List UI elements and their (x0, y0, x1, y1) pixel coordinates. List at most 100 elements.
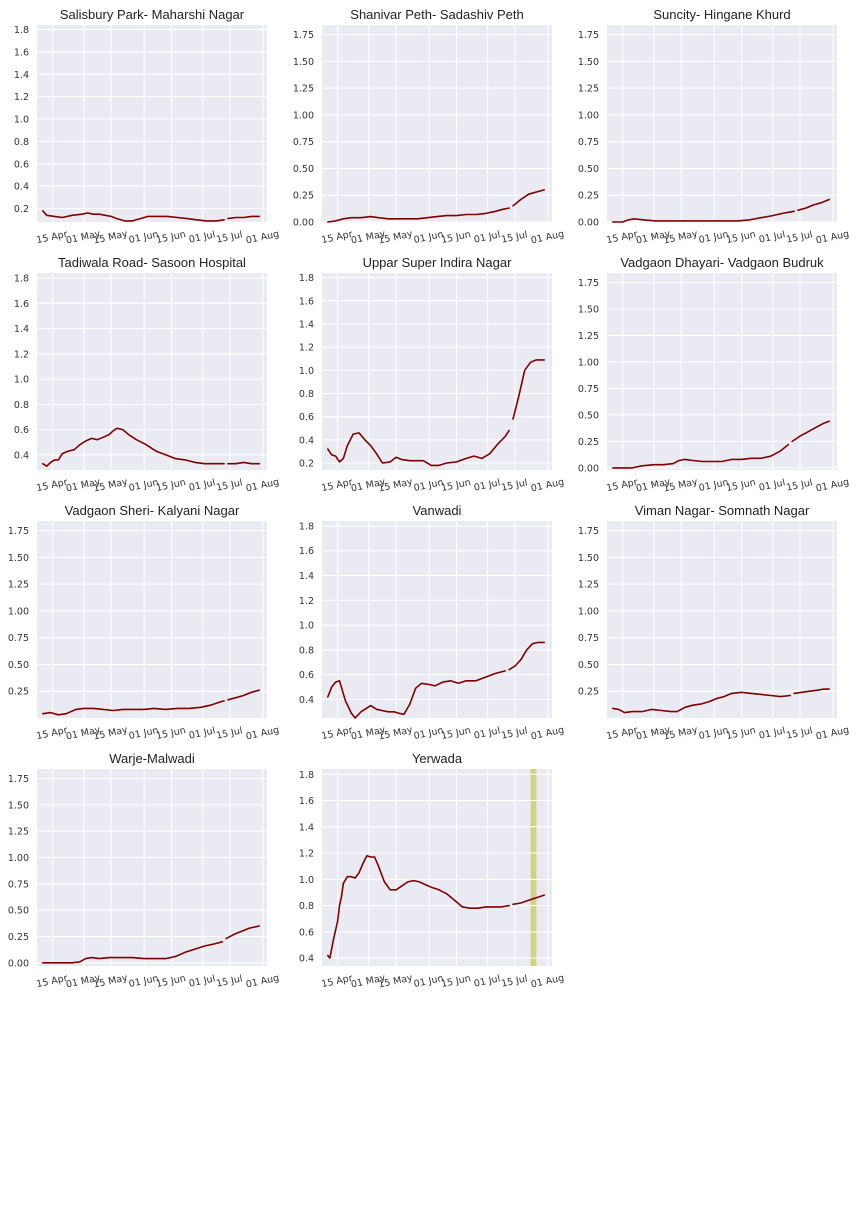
series-line (326, 207, 510, 223)
y-tick-label: 1.2 (299, 343, 314, 354)
plot-area (37, 769, 267, 966)
y-tick-label: 0.2 (14, 204, 29, 215)
x-tick-label: 01 Aug (530, 229, 565, 247)
y-tick-label: 0.25 (293, 191, 314, 202)
x-tick-label: 15 Jun (725, 229, 757, 246)
series-line (512, 359, 546, 420)
y-tick-label: 0.00 (578, 218, 599, 229)
x-tick-label: 15 Jun (155, 973, 187, 990)
y-tick-label: 0.00 (8, 958, 29, 969)
x-tick-label: 15 Jun (155, 229, 187, 246)
series-line (41, 210, 225, 222)
series-line (326, 429, 510, 467)
y-tick-label: 1.00 (293, 110, 314, 121)
y-tick-label: 0.6 (14, 159, 29, 170)
plot-area (37, 25, 267, 222)
panel-title: Suncity- Hingane Khurd (653, 7, 790, 22)
x-tick-label: 01 Aug (245, 229, 280, 247)
y-tick-label: 1.75 (8, 526, 29, 537)
series-line (326, 854, 510, 959)
plot-area (37, 521, 267, 718)
series-line (791, 420, 831, 443)
x-tick-label: 15 Jul (500, 973, 528, 989)
x-tick-label: 01 Aug (245, 477, 280, 495)
x-tick-label: 15 Apr (321, 477, 354, 494)
y-tick-label: 1.0 (299, 621, 314, 632)
y-tick-label: 1.25 (578, 84, 599, 95)
x-tick-label: 15 Jun (440, 725, 472, 742)
x-tick-label: 15 Apr (606, 477, 639, 494)
x-tick-label: 15 Jun (440, 477, 472, 494)
x-tick-label: 15 Apr (606, 725, 639, 742)
y-tick-label: 0.00 (578, 463, 599, 474)
x-tick-label: 15 Apr (321, 725, 354, 742)
y-tick-label: 0.4 (14, 182, 29, 193)
y-tick-label: 1.75 (578, 30, 599, 41)
x-tick-label: 15 Jul (785, 725, 813, 741)
series-line (326, 670, 507, 719)
y-tick-label: 1.75 (578, 278, 599, 289)
y-tick-label: 0.50 (578, 410, 599, 421)
y-tick-label: 0.50 (293, 164, 314, 175)
y-tick-label: 1.00 (578, 357, 599, 368)
y-tick-label: 0.75 (8, 879, 29, 890)
x-tick-label: 15 Jun (725, 477, 757, 494)
y-tick-label: 1.0 (14, 115, 29, 126)
y-tick-label: 0.8 (14, 400, 29, 411)
x-tick-label: 01 Jul (188, 973, 216, 989)
y-tick-label: 1.8 (299, 273, 314, 284)
series-line (611, 443, 790, 469)
panel-title: Vadgaon Dhayari- Vadgaon Budruk (620, 255, 824, 270)
y-tick-label: 0.6 (299, 927, 314, 938)
y-tick-label: 1.8 (299, 770, 314, 781)
series-line (797, 198, 831, 211)
y-tick-label: 1.6 (299, 796, 314, 807)
y-tick-label: 1.50 (8, 800, 29, 811)
x-tick-label: 01 Jul (188, 477, 216, 493)
series-line (611, 210, 795, 223)
y-tick-label: 0.75 (293, 137, 314, 148)
y-tick-label: 1.00 (8, 853, 29, 864)
x-tick-label: 15 Jul (215, 229, 243, 245)
panel-title: Vadgaon Sheri- Kalyani Nagar (65, 503, 240, 518)
x-tick-label: 01 Aug (530, 973, 565, 991)
y-tick-label: 0.6 (299, 412, 314, 423)
x-tick-label: 01 Aug (245, 725, 280, 743)
y-tick-label: 1.25 (578, 580, 599, 591)
panel-title: Tadiwala Road- Sasoon Hospital (58, 255, 246, 270)
y-tick-label: 1.4 (299, 319, 314, 330)
y-tick-label: 0.75 (578, 137, 599, 148)
y-tick-label: 1.00 (578, 110, 599, 121)
y-tick-label: 1.25 (8, 827, 29, 838)
plot-area (607, 273, 837, 470)
panel-title: Salisbury Park- Maharshi Nagar (60, 7, 245, 22)
y-tick-label: 0.75 (578, 384, 599, 395)
x-tick-label: 01 Jul (473, 725, 501, 741)
x-tick-label: 01 Aug (815, 477, 850, 495)
series-line (512, 894, 546, 906)
x-tick-label: 15 Jun (440, 973, 472, 990)
y-tick-label: 1.2 (299, 849, 314, 860)
x-tick-label: 15 Apr (36, 229, 69, 246)
x-tick-label: 01 Jul (758, 477, 786, 493)
y-tick-label: 0.50 (8, 660, 29, 671)
y-tick-label: 0.8 (299, 645, 314, 656)
x-tick-label: 01 Aug (530, 477, 565, 495)
y-tick-label: 1.50 (293, 57, 314, 68)
x-tick-label: 15 Jul (785, 477, 813, 493)
x-tick-label: 01 Jul (758, 229, 786, 245)
x-tick-label: 01 Jul (473, 229, 501, 245)
y-tick-label: 0.25 (8, 687, 29, 698)
y-tick-label: 0.8 (299, 389, 314, 400)
series-line (512, 189, 546, 207)
y-tick-label: 1.50 (578, 553, 599, 564)
panel-title: Vanwadi (413, 503, 462, 518)
y-tick-label: 1.6 (14, 47, 29, 58)
x-tick-label: 15 Apr (36, 973, 69, 990)
y-tick-label: 1.8 (14, 25, 29, 36)
